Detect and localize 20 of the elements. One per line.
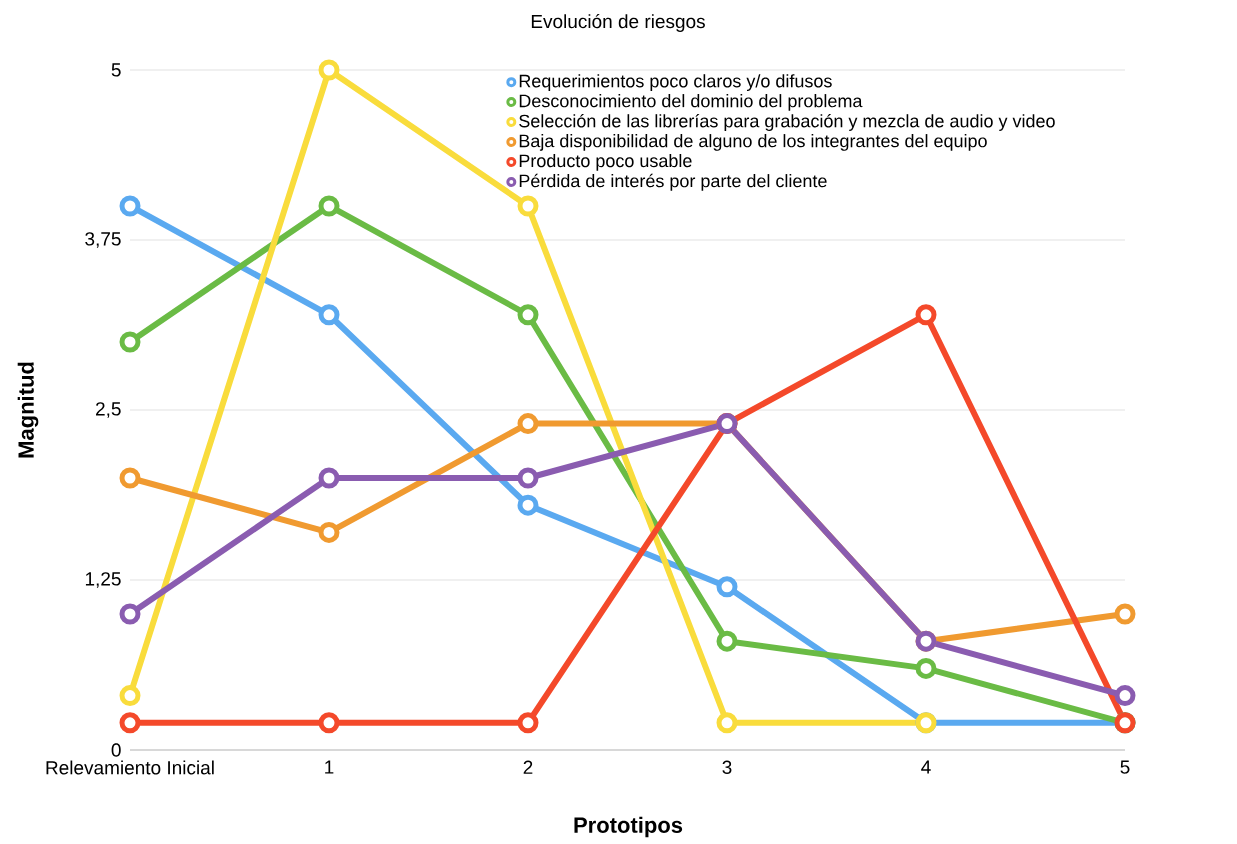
y-tick-label: 0 xyxy=(111,743,121,757)
legend-label: Pérdida de interés por parte del cliente xyxy=(519,174,827,192)
legend-label: Producto poco usable xyxy=(519,154,692,171)
x-tick-label: 5 xyxy=(1120,760,1130,774)
y-axis-title: Magnitud xyxy=(17,362,39,458)
x-tick-label: Relevamiento Inicial xyxy=(46,760,214,775)
x-tick-label: 1 xyxy=(325,760,334,774)
chart-title: Evolución de riesgos xyxy=(531,14,705,33)
x-axis-title: Prototipos xyxy=(574,816,683,838)
y-tick-label: 3,75 xyxy=(85,232,121,249)
x-tick-label: 2 xyxy=(523,760,533,774)
y-tick-label: 1,25 xyxy=(85,572,121,589)
x-tick-label: 3 xyxy=(722,760,732,775)
legend-label: Requerimientos poco claros y/o difusos xyxy=(519,74,832,92)
y-tick-label: 2,5 xyxy=(96,402,121,419)
legend-label: Selección de las librerías para grabación y mezcla de audio y video xyxy=(519,114,1055,132)
x-tick-label: 4 xyxy=(921,760,931,774)
legend-label: Desconocimiento del dominio del problema xyxy=(519,94,863,112)
y-tick-label: 5 xyxy=(111,63,121,77)
legend-label: Baja disponibilidad de alguno de los integrantes del equipo xyxy=(519,134,987,152)
